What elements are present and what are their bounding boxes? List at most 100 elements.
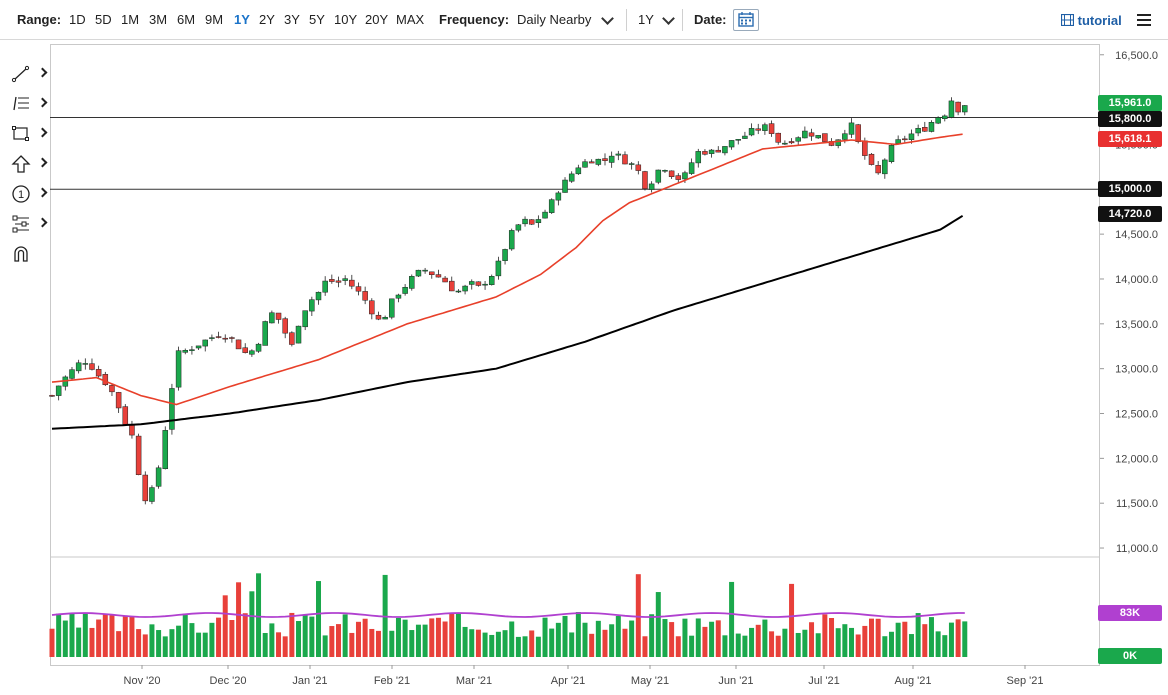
volume-bar bbox=[602, 629, 608, 657]
range-3y[interactable]: 3Y bbox=[284, 12, 300, 27]
candle-body bbox=[209, 337, 215, 339]
magnet-tool[interactable] bbox=[8, 242, 46, 266]
volume-bar bbox=[176, 625, 182, 657]
range-1d[interactable]: 1D bbox=[69, 12, 86, 27]
volume-bar bbox=[782, 628, 788, 657]
candle-body bbox=[915, 128, 921, 134]
volume-bar bbox=[69, 612, 75, 657]
range-max[interactable]: MAX bbox=[396, 12, 425, 27]
candle-body bbox=[748, 128, 755, 136]
candle-body bbox=[95, 369, 102, 377]
candle-body bbox=[555, 192, 562, 201]
candle-body bbox=[788, 141, 795, 144]
volume-bar bbox=[429, 618, 435, 657]
candle-body bbox=[808, 132, 815, 137]
volume-bar bbox=[935, 631, 941, 657]
rectangle-tool[interactable] bbox=[8, 122, 48, 146]
last-price-label: 15,961.0 bbox=[1098, 95, 1162, 112]
measure-tool[interactable] bbox=[8, 212, 48, 236]
range-9m[interactable]: 9M bbox=[205, 12, 224, 27]
volume-bar bbox=[922, 624, 928, 657]
candle-body bbox=[449, 280, 455, 292]
volume-bar bbox=[582, 622, 588, 657]
candle-body bbox=[868, 153, 875, 165]
volume-bar bbox=[329, 626, 335, 657]
candle-body bbox=[249, 350, 255, 355]
range-5d[interactable]: 5D bbox=[95, 12, 112, 27]
volume-bar bbox=[56, 613, 62, 657]
range-5y[interactable]: 5Y bbox=[309, 12, 325, 27]
volume-bar bbox=[49, 628, 55, 657]
volume-bar bbox=[615, 616, 621, 657]
volume-bar bbox=[276, 632, 282, 657]
candle-body bbox=[862, 140, 868, 156]
volume-bar bbox=[562, 615, 568, 657]
range-3m[interactable]: 3M bbox=[149, 12, 168, 27]
calendar-icon bbox=[738, 12, 754, 27]
arrow-tool[interactable] bbox=[8, 152, 48, 176]
y-axis-tick-label: 12,000.0 bbox=[1115, 453, 1158, 465]
volume-bar bbox=[682, 618, 688, 657]
candle-body bbox=[162, 430, 169, 470]
volume-bar bbox=[256, 573, 262, 657]
range-1m[interactable]: 1M bbox=[121, 12, 140, 27]
x-axis-tick-label: Dec '20 bbox=[210, 675, 247, 687]
candle-body bbox=[948, 100, 955, 118]
candle-body bbox=[648, 183, 655, 190]
range-2y[interactable]: 2Y bbox=[259, 12, 275, 27]
volume-bar bbox=[502, 630, 508, 657]
candle-body bbox=[935, 117, 941, 124]
range-1y[interactable]: 1Y bbox=[234, 12, 250, 27]
period-select[interactable]: 1Y bbox=[638, 12, 654, 27]
candle-body bbox=[89, 363, 95, 370]
volume-bar bbox=[722, 635, 728, 657]
rectangle-icon bbox=[12, 126, 29, 141]
volume-bar bbox=[156, 630, 162, 657]
candle-body bbox=[149, 487, 155, 502]
hamburger-menu-icon[interactable] bbox=[1137, 14, 1151, 26]
candle-body bbox=[215, 336, 222, 338]
x-axis-tick-label: Mar '21 bbox=[456, 675, 492, 687]
line-draw-tool[interactable] bbox=[8, 62, 48, 86]
candle-body bbox=[695, 151, 702, 164]
volume-bar bbox=[795, 632, 801, 657]
candle-body bbox=[462, 285, 468, 292]
candle-body bbox=[602, 158, 608, 161]
fib-levels-tool[interactable] bbox=[8, 92, 48, 116]
range-20y[interactable]: 20Y bbox=[365, 12, 389, 27]
candle-body bbox=[235, 339, 242, 350]
candle-body bbox=[315, 291, 322, 301]
volume-bar bbox=[435, 617, 441, 657]
volume-bar bbox=[802, 629, 808, 657]
volume-bar bbox=[402, 619, 408, 657]
range-10y[interactable]: 10Y bbox=[334, 12, 358, 27]
volume-bar bbox=[89, 627, 95, 657]
candle-body bbox=[775, 132, 781, 143]
range-6m[interactable]: 6M bbox=[177, 12, 196, 27]
volume-bar bbox=[342, 614, 348, 657]
volume-bar bbox=[809, 622, 815, 657]
measure-icon bbox=[12, 215, 29, 233]
drawing-toolbar: 1 bbox=[0, 58, 48, 268]
candle-body bbox=[542, 211, 548, 219]
candle-body bbox=[429, 271, 435, 275]
candle-body bbox=[722, 146, 728, 154]
tutorial-link[interactable]: tutorial bbox=[1060, 13, 1122, 28]
volume-bar bbox=[469, 629, 475, 657]
number-marker-tool[interactable]: 1 bbox=[8, 182, 48, 206]
chart-toolbar: Range: 1D 5D 1M 3M 6M 9M 1Y 2Y 3Y 5Y 10Y… bbox=[0, 0, 1168, 40]
chart-area[interactable] bbox=[50, 44, 1100, 666]
candle-body bbox=[502, 249, 508, 261]
x-axis-tick-label: Jul '21 bbox=[808, 675, 839, 687]
candle-body bbox=[662, 169, 668, 172]
volume-bar bbox=[455, 613, 461, 657]
date-picker-button[interactable] bbox=[733, 9, 759, 31]
candle-body bbox=[242, 347, 248, 353]
volume-bar bbox=[482, 632, 488, 657]
volume-bar bbox=[296, 621, 302, 657]
volume-bar bbox=[309, 616, 315, 657]
candle-body bbox=[522, 218, 528, 225]
frequency-select[interactable]: Daily Nearby bbox=[517, 12, 592, 27]
candle-body bbox=[588, 161, 595, 164]
volume-bar bbox=[662, 619, 668, 657]
